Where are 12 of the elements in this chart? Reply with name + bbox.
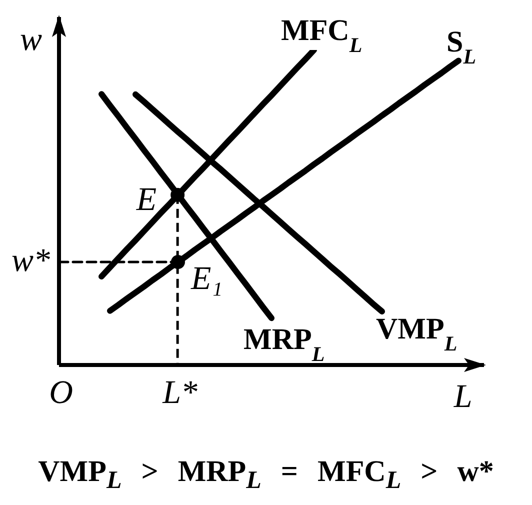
series-label: E₁ bbox=[190, 260, 223, 297]
x-axis-title: L bbox=[452, 379, 472, 415]
series-label: E bbox=[135, 182, 157, 218]
x-tick-label: O bbox=[49, 375, 74, 411]
text: VMP$_{L}$ > MRP$_{L}$ = MFC$_{L}$ > w* bbox=[37, 455, 495, 496]
series-label: MRP$_{L}$ bbox=[244, 323, 325, 366]
series-label: S$_{L}$ bbox=[446, 26, 476, 69]
series-label: VMP$_{L}$ bbox=[376, 312, 458, 356]
text: w* bbox=[10, 243, 50, 281]
y-axis-title: w bbox=[20, 22, 42, 58]
x-tick-label: L* bbox=[162, 375, 198, 411]
series-label: MFC$_{L}$ bbox=[281, 14, 362, 57]
